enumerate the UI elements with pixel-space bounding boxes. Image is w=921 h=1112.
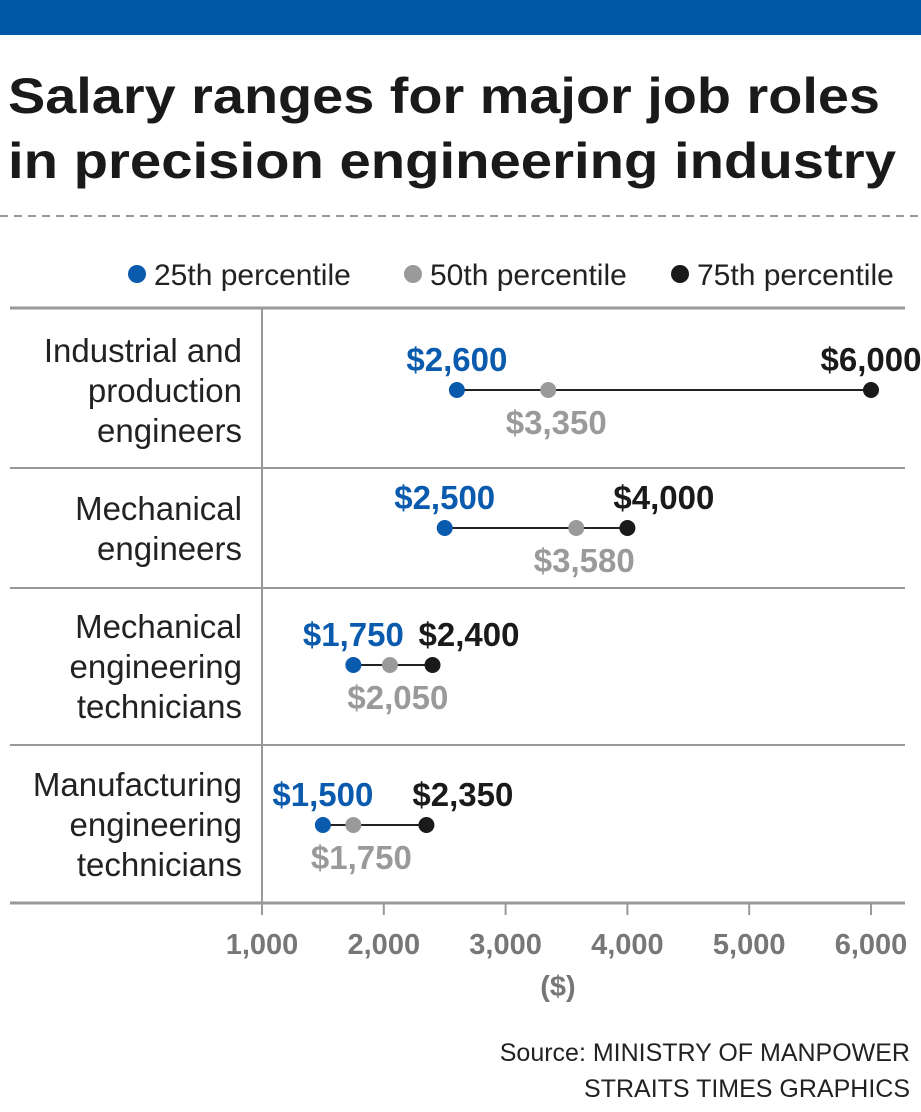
x-tick-label: 1,000 bbox=[226, 929, 299, 961]
dot-p75 bbox=[863, 382, 879, 398]
legend-marker-2 bbox=[404, 265, 422, 283]
source-text: Source: MINISTRY OF MANPOWER bbox=[500, 1039, 910, 1067]
label-p25: $2,500 bbox=[394, 479, 495, 516]
label-p25: $1,750 bbox=[303, 616, 404, 653]
credit-text: STRAITS TIMES GRAPHICS bbox=[584, 1075, 910, 1103]
dot-p50 bbox=[540, 382, 557, 398]
dot-p50 bbox=[345, 817, 362, 833]
dot-p75 bbox=[424, 657, 441, 673]
data-marks: $2,600 $3,350 $6,000 $2,500 $3,580 $4,000 $1,7… bbox=[272, 341, 921, 876]
title-line-1: Salary ranges for major job roles bbox=[8, 68, 880, 124]
legend-label-2: 50th percentile bbox=[430, 259, 627, 292]
category-label: Mechanical bbox=[75, 490, 242, 527]
x-axis-label: ($) bbox=[540, 971, 575, 1003]
label-p25: $2,600 bbox=[406, 341, 507, 378]
x-tick-label: 3,000 bbox=[469, 929, 542, 961]
dot-p25 bbox=[314, 817, 331, 833]
dot-p25 bbox=[345, 657, 362, 673]
category-label: engineers bbox=[97, 530, 242, 567]
category-label: production bbox=[88, 372, 242, 409]
legend-label-1: 25th percentile bbox=[154, 259, 351, 292]
label-p75: $2,350 bbox=[412, 776, 513, 813]
x-axis-ticks: 1,000 2,000 3,000 4,000 5,000 6,000 bbox=[226, 903, 908, 961]
legend-marker-3 bbox=[671, 265, 689, 283]
legend-marker-1 bbox=[128, 265, 146, 283]
x-tick-label: 4,000 bbox=[591, 929, 664, 961]
x-tick-label: 2,000 bbox=[348, 929, 421, 961]
x-tick-label: 5,000 bbox=[713, 929, 786, 961]
label-p75: $6,000 bbox=[821, 341, 921, 378]
label-p25: $1,500 bbox=[272, 776, 373, 813]
label-p50: $3,350 bbox=[506, 404, 607, 441]
category-label: engineering bbox=[70, 648, 242, 685]
category-label: technicians bbox=[77, 846, 242, 883]
dot-p25 bbox=[448, 382, 465, 398]
label-p75: $4,000 bbox=[613, 479, 714, 516]
legend-label-3: 75th percentile bbox=[697, 259, 894, 292]
label-p50: $2,050 bbox=[347, 679, 448, 716]
category-label: Industrial and bbox=[44, 332, 242, 369]
category-label: engineering bbox=[70, 806, 242, 843]
dot-p25 bbox=[436, 520, 453, 536]
category-label: engineers bbox=[97, 412, 242, 449]
top-banner bbox=[0, 0, 921, 35]
label-p50: $3,580 bbox=[534, 542, 635, 579]
dot-p50 bbox=[381, 657, 398, 673]
label-p50: $1,750 bbox=[311, 839, 412, 876]
title-line-2: in precision engineering industry bbox=[8, 133, 896, 189]
legend: 25th percentile 50th percentile 75th perce… bbox=[128, 259, 894, 292]
dot-p75 bbox=[418, 817, 435, 833]
dot-p50 bbox=[568, 520, 585, 536]
category-labels: Industrial andproductionengineersMechani… bbox=[33, 332, 242, 883]
x-tick-label: 6,000 bbox=[835, 929, 908, 961]
category-label: Mechanical bbox=[75, 608, 242, 645]
grid bbox=[10, 306, 905, 915]
dot-p75 bbox=[619, 520, 636, 536]
label-p75: $2,400 bbox=[419, 616, 520, 653]
category-label: technicians bbox=[77, 688, 242, 725]
category-label: Manufacturing bbox=[33, 766, 242, 803]
